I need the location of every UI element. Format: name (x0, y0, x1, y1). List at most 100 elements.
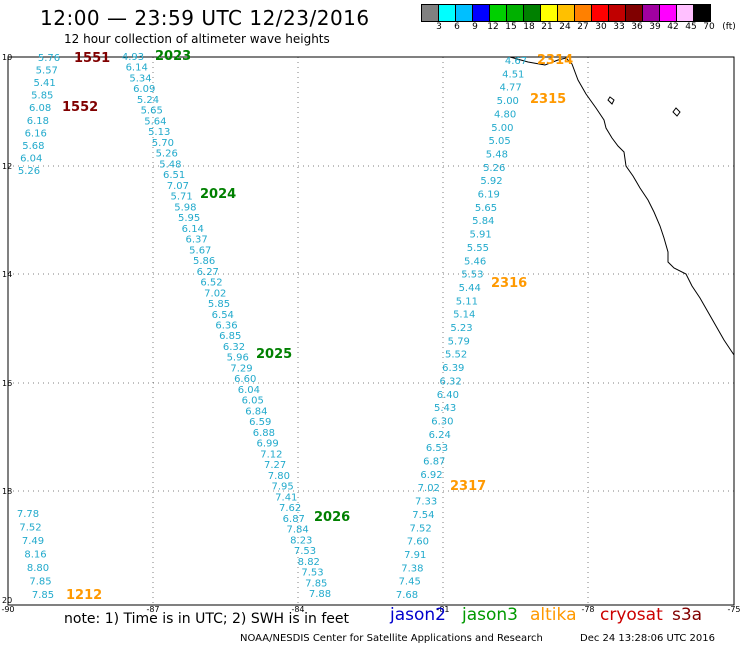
wave-height-value: 5.00 (491, 123, 513, 134)
lat-tick-label: 14 (2, 270, 12, 279)
wave-height-value: 5.53 (461, 270, 483, 281)
wave-height-value: 7.88 (309, 589, 331, 600)
wave-height-value: 6.19 (478, 190, 500, 201)
legend-label: 15 (505, 22, 517, 32)
wave-height-value: 5.41 (33, 78, 55, 89)
wave-height-value: 5.76 (38, 53, 60, 64)
wave-height-value: 6.14 (182, 224, 204, 235)
wave-height-value: 6.87 (283, 514, 305, 525)
coastline (509, 56, 735, 356)
wave-height-value: 5.96 (227, 353, 249, 364)
wave-height-value: 7.29 (230, 364, 252, 375)
legend-label: 70 (703, 22, 715, 32)
wave-height-value: 7.53 (301, 568, 323, 579)
wave-height-value: 6.18 (27, 116, 49, 127)
wave-height-value: 8.23 (290, 535, 312, 546)
wave-height-value: 5.57 (36, 66, 58, 77)
wave-height-value: 7.02 (418, 483, 440, 494)
wave-height-value: 7.54 (412, 510, 434, 521)
wave-height-value: 7.52 (19, 523, 41, 534)
wave-height-value: 7.33 (415, 497, 437, 508)
wave-height-value: 5.95 (178, 213, 200, 224)
pass-labels: 1551 1552 2023 2024 2025 2026 2314 2315 2316 2317… (62, 49, 573, 603)
pass-number-label: 2314 (537, 53, 573, 68)
wave-height-value: 7.07 (167, 181, 189, 192)
wave-height-value: 7.52 (409, 523, 431, 534)
pass-number-label: 2025 (256, 347, 292, 362)
footer-note: note: 1) Time is in UTC; 2) SWH is in fe… (64, 611, 350, 627)
wave-height-value: 5.85 (208, 299, 230, 310)
map-frame (7, 56, 735, 606)
wave-height-value: 7.84 (286, 525, 308, 536)
wave-height-value: 7.68 (396, 590, 418, 601)
wave-height-value: 5.14 (453, 310, 475, 321)
pass-number-label: 2026 (314, 510, 350, 525)
lon-tick-label: -84 (291, 605, 304, 614)
wave-height-value: 5.44 (459, 283, 481, 294)
wave-height-value: 6.16 (25, 128, 47, 139)
pass-number-label: 2023 (155, 49, 191, 64)
wave-height-value: 8.16 (24, 550, 46, 561)
wave-height-value: 6.54 (212, 310, 234, 321)
wave-height-value: 7.95 (271, 482, 293, 493)
lat-tick-label: 12 (2, 162, 12, 171)
wave-height-value: 5.55 (467, 243, 489, 254)
wave-height-value: 6.14 (126, 63, 148, 74)
lon-tick-label: -90 (1, 605, 14, 614)
pass-number-label: 2317 (450, 479, 486, 494)
legend-label: 39 (649, 22, 661, 32)
wave-height-value: 5.48 (159, 159, 181, 170)
wave-height-value: 5.98 (174, 202, 196, 213)
legend-labels: 3 6 9 12 15 18 21 24 27 30 33 36 39 42 4… (422, 22, 740, 34)
legend-label: (ft) (722, 22, 736, 32)
legend-swatch (693, 4, 711, 22)
wave-height-value: 6.09 (133, 84, 155, 95)
wave-height-value: 5.48 (486, 149, 508, 160)
wave-height-value: 6.04 (20, 153, 42, 164)
lon-tick-label: -87 (146, 605, 159, 614)
wave-height-value: 5.84 (472, 216, 494, 227)
wave-height-value: 5.91 (469, 230, 491, 241)
pass-number-label: 1212 (66, 588, 102, 603)
wave-height-value: 7.62 (279, 503, 301, 514)
wave-height-value: 5.92 (480, 176, 502, 187)
legend-label: 33 (613, 22, 625, 32)
lat-tick-label: 18 (2, 487, 12, 496)
wave-height-value: 5.86 (193, 256, 215, 267)
pass-number-label: 1551 (74, 51, 110, 66)
wave-height-value: 6.85 (219, 331, 241, 342)
wave-height-value: 4.93 (122, 52, 144, 63)
wave-height-value: 6.51 (163, 170, 185, 181)
wave-height-value: 4.67 (505, 56, 527, 67)
lat-tick-label: 10 (2, 53, 12, 62)
wave-height-value: 6.08 (29, 103, 51, 114)
wave-height-value: 5.71 (170, 192, 192, 203)
wave-height-value: 5.23 (450, 323, 472, 334)
lon-tick-label: -78 (581, 605, 594, 614)
wave-height-value: 6.05 (242, 396, 264, 407)
legend-label: 36 (631, 22, 643, 32)
satellite-jason3: jason3 (462, 605, 518, 625)
lat-tick-label: 20 (2, 596, 12, 605)
wave-height-value: 8.80 (27, 563, 49, 574)
wave-height-value: 6.59 (249, 417, 271, 428)
wave-height-value: 5.46 (464, 256, 486, 267)
satellite-s3a: s3a (672, 605, 703, 625)
pass-number-label: 2024 (200, 187, 236, 202)
satellite-cryosat: cryosat (600, 605, 663, 625)
wave-height-value: 6.30 (431, 417, 453, 428)
wave-height-value: 5.43 (434, 403, 456, 414)
wave-height-value: 5.65 (141, 106, 163, 117)
wave-height-value: 7.45 (399, 577, 421, 588)
wave-height-value: 7.91 (404, 550, 426, 561)
wave-height-value: 7.85 (305, 578, 327, 589)
page-subtitle: 12 hour collection of altimeter wave hei… (64, 32, 330, 46)
legend-label: 24 (559, 22, 571, 32)
pass-number-label: 1552 (62, 100, 98, 115)
wave-height-value: 6.27 (197, 267, 219, 278)
wave-height-value: 7.60 (407, 537, 429, 548)
island-outline (607, 96, 681, 117)
wave-height-value: 7.41 (275, 492, 297, 503)
legend-label: 6 (454, 22, 460, 32)
legend-label: 30 (595, 22, 607, 32)
